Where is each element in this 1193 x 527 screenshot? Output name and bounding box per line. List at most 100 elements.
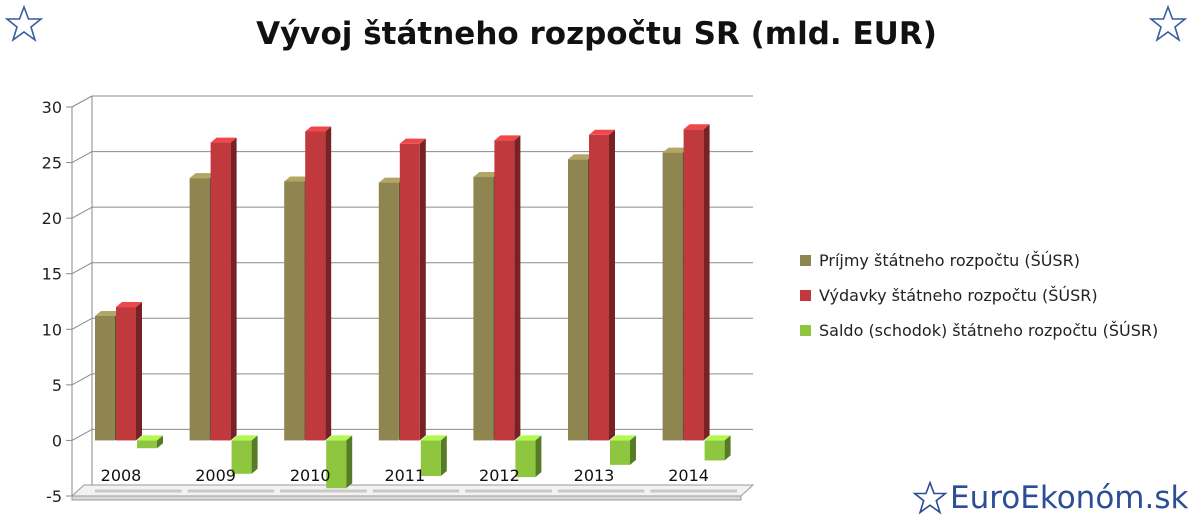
bar-balance-2008-front: [137, 440, 157, 449]
bar-income-2011-top: [378, 177, 405, 183]
bar-balance-2011: [420, 435, 447, 476]
x-tick-label-2012: 2012: [479, 466, 520, 485]
gridline-side-1: [71, 428, 93, 441]
bar-expenses-2008-front: [116, 307, 136, 441]
bar-expenses-2009-side: [230, 137, 237, 441]
legend-swatch-expenses: [800, 290, 811, 301]
bar-balance-2010-side: [346, 435, 353, 489]
bar-balance-2009: [231, 435, 258, 474]
bar-income-2010-top: [284, 176, 311, 182]
x-tick-label-2009: 2009: [195, 466, 236, 485]
bar-balance-2013: [610, 435, 636, 465]
y-tick-label-1: 0: [52, 431, 62, 450]
bar-balance-2009-front: [231, 440, 252, 474]
bar-expenses-2014-top: [683, 124, 710, 130]
bar-expenses-2011-side: [419, 138, 426, 441]
bar-balance-2013-front: [610, 440, 630, 465]
bar-expenses-2012-top: [494, 135, 521, 141]
bar-balance-2014: [704, 435, 731, 461]
bar-expenses-2010-front: [305, 131, 326, 441]
bar-balance-2008-side: [157, 435, 163, 449]
legend-swatch-income: [800, 255, 811, 266]
legend-label-income: Príjmy štátneho rozpočtu (ŠÚSR): [819, 251, 1080, 270]
bar-expenses-2012: [494, 135, 521, 441]
bar-expenses-2009-top: [210, 137, 237, 143]
bar-expenses-2013: [589, 129, 615, 441]
x-tick-label-2014: 2014: [668, 466, 709, 485]
chart-title: Vývoj štátneho rozpočtu SR (mld. EUR): [256, 16, 937, 52]
gridline-side-3: [71, 317, 93, 330]
gridline-side-5: [71, 206, 93, 219]
bar-income-2008-top: [95, 310, 121, 316]
bar-balance-2008-top: [137, 435, 163, 441]
x-tick-label-2011: 2011: [384, 466, 425, 485]
legend: Príjmy štátneho rozpočtu (ŠÚSR) Výdavky …: [800, 243, 1158, 348]
bar-expenses-2008-top: [116, 302, 142, 308]
bar-balance-2011-top: [420, 435, 447, 441]
bar-balance-2012: [515, 435, 542, 478]
bar-expenses-2010: [305, 126, 332, 441]
bar-balance-2009-top: [231, 435, 258, 441]
bar-expenses-2010-top: [305, 126, 332, 132]
bar-balance-2011-front: [420, 440, 441, 476]
bar-balance-2010-front: [326, 440, 347, 489]
y-tick-label-7: 30: [42, 98, 62, 117]
bar-balance-2013-top: [610, 435, 636, 441]
x-tick-label-2010: 2010: [290, 466, 331, 485]
legend-item-expenses: Výdavky štátneho rozpočtu (ŠÚSR): [800, 278, 1158, 313]
bar-expenses-2011-front: [399, 143, 420, 441]
bar-balance-2013-side: [630, 435, 636, 465]
corner-star-left-icon: [4, 4, 44, 43]
corner-star-right-icon: [1148, 4, 1188, 43]
legend-label-expenses: Výdavky štátneho rozpočtu (ŠÚSR): [819, 286, 1098, 305]
bar-expenses-2011-top: [399, 138, 426, 144]
chart-floor-edge: [71, 495, 742, 501]
bar-balance-2010: [326, 435, 353, 489]
bar-income-2014-front: [662, 152, 683, 441]
bar-balance-2010-top: [326, 435, 353, 441]
bar-expenses-2008-side: [136, 302, 142, 441]
bar-balance-2011-side: [440, 435, 447, 476]
y-tick-label-4: 15: [42, 265, 62, 284]
x-tick-label-2008: 2008: [101, 466, 142, 485]
bar-balance-2012-front: [515, 440, 536, 478]
bar-expenses-2012-side: [514, 135, 521, 441]
bar-expenses-2014-side: [703, 124, 710, 441]
legend-swatch-balance: [800, 325, 811, 336]
bar-expenses-2012-front: [494, 140, 515, 441]
brand-star-icon: [912, 480, 948, 515]
bar-income-2014-top: [662, 147, 689, 153]
gridline-side-7: [71, 95, 93, 108]
bar-expenses-2009: [210, 137, 237, 441]
bar-income-2013-top: [568, 154, 594, 160]
bar-expenses-2013-top: [589, 129, 615, 135]
bar-income-2012-front: [473, 177, 494, 441]
bar-income-2009-top: [189, 173, 216, 179]
bar-income-2013-front: [568, 159, 588, 441]
x-tick-label-2013: 2013: [574, 466, 615, 485]
gridline-side-6: [71, 151, 93, 164]
bar-balance-2014-front: [704, 440, 725, 461]
y-tick-label-6: 25: [42, 154, 62, 173]
legend-label-balance: Saldo (schodok) štátneho rozpočtu (ŠÚSR): [819, 321, 1159, 340]
y-tick-label-2: 5: [52, 376, 62, 395]
gridline-side-2: [71, 373, 93, 386]
bar-balance-2012-side: [535, 435, 542, 478]
bar-balance-2008: [137, 435, 163, 449]
bar-income-2008-front: [95, 315, 115, 441]
bar-income-2009-front: [189, 178, 210, 441]
bar-income-2010-front: [284, 181, 305, 441]
legend-item-income: Príjmy štátneho rozpočtu (ŠÚSR): [800, 243, 1158, 278]
y-tick-label-0: -5: [46, 487, 62, 506]
legend-item-balance: Saldo (schodok) štátneho rozpočtu (ŠÚSR): [800, 313, 1158, 348]
bar-expenses-2009-front: [210, 142, 231, 441]
bar-expenses-2013-front: [589, 134, 609, 441]
bar-expenses-2010-side: [325, 126, 332, 441]
bar-expenses-2014-front: [683, 129, 704, 441]
gridline-side-4: [71, 262, 93, 275]
bar-balance-2014-top: [704, 435, 731, 441]
brand-text: EuroEkonóm.sk: [950, 480, 1189, 516]
brand-logo: EuroEkonóm.sk: [912, 480, 1188, 516]
y-tick-label-3: 10: [42, 320, 62, 339]
